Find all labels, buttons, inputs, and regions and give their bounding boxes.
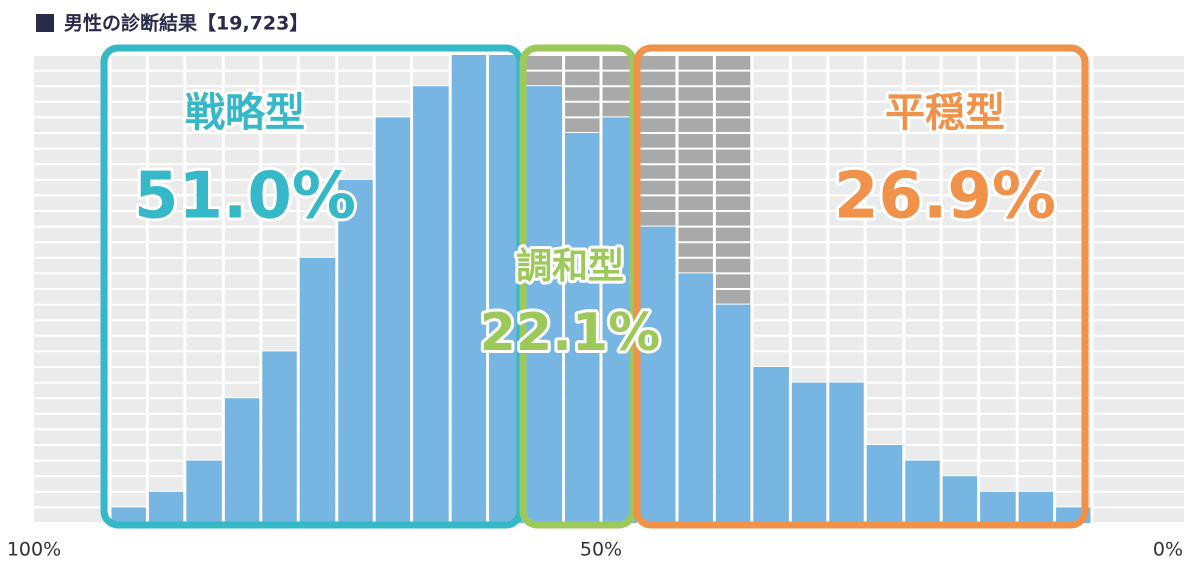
chart-title: 男性の診断結果【19,723】 <box>64 12 308 35</box>
bar <box>1018 491 1054 523</box>
title-square <box>36 14 54 32</box>
bar <box>224 398 260 523</box>
bar <box>338 179 373 524</box>
group-share: 51.0% <box>134 160 356 234</box>
group-name: 平穏型 <box>885 90 1005 136</box>
bar <box>905 460 940 523</box>
x-tick-label: 100% <box>7 539 61 561</box>
x-tick-label: 50% <box>580 539 622 561</box>
bar <box>942 476 978 523</box>
group-share: 22.1% <box>480 303 660 363</box>
bar <box>753 367 789 523</box>
group-box <box>633 44 1089 529</box>
bar <box>980 491 1016 523</box>
group-box <box>519 44 637 529</box>
bar <box>111 507 146 523</box>
bar <box>262 351 297 523</box>
bar <box>451 55 487 523</box>
bar <box>375 117 411 524</box>
x-tick-label: 0% <box>1153 539 1183 561</box>
bar <box>299 257 336 523</box>
bar <box>715 304 751 523</box>
group-name: 調和型 <box>516 246 624 287</box>
bar <box>639 226 676 523</box>
bar <box>186 460 222 523</box>
bar <box>526 86 563 523</box>
bar <box>565 133 600 523</box>
bar <box>413 86 449 523</box>
bar <box>678 273 713 523</box>
bar <box>866 445 903 523</box>
group-share: 26.9% <box>834 160 1056 234</box>
bar <box>791 382 827 523</box>
bar <box>148 491 184 523</box>
group-name: 戦略型 <box>185 90 305 136</box>
bar <box>829 382 864 523</box>
